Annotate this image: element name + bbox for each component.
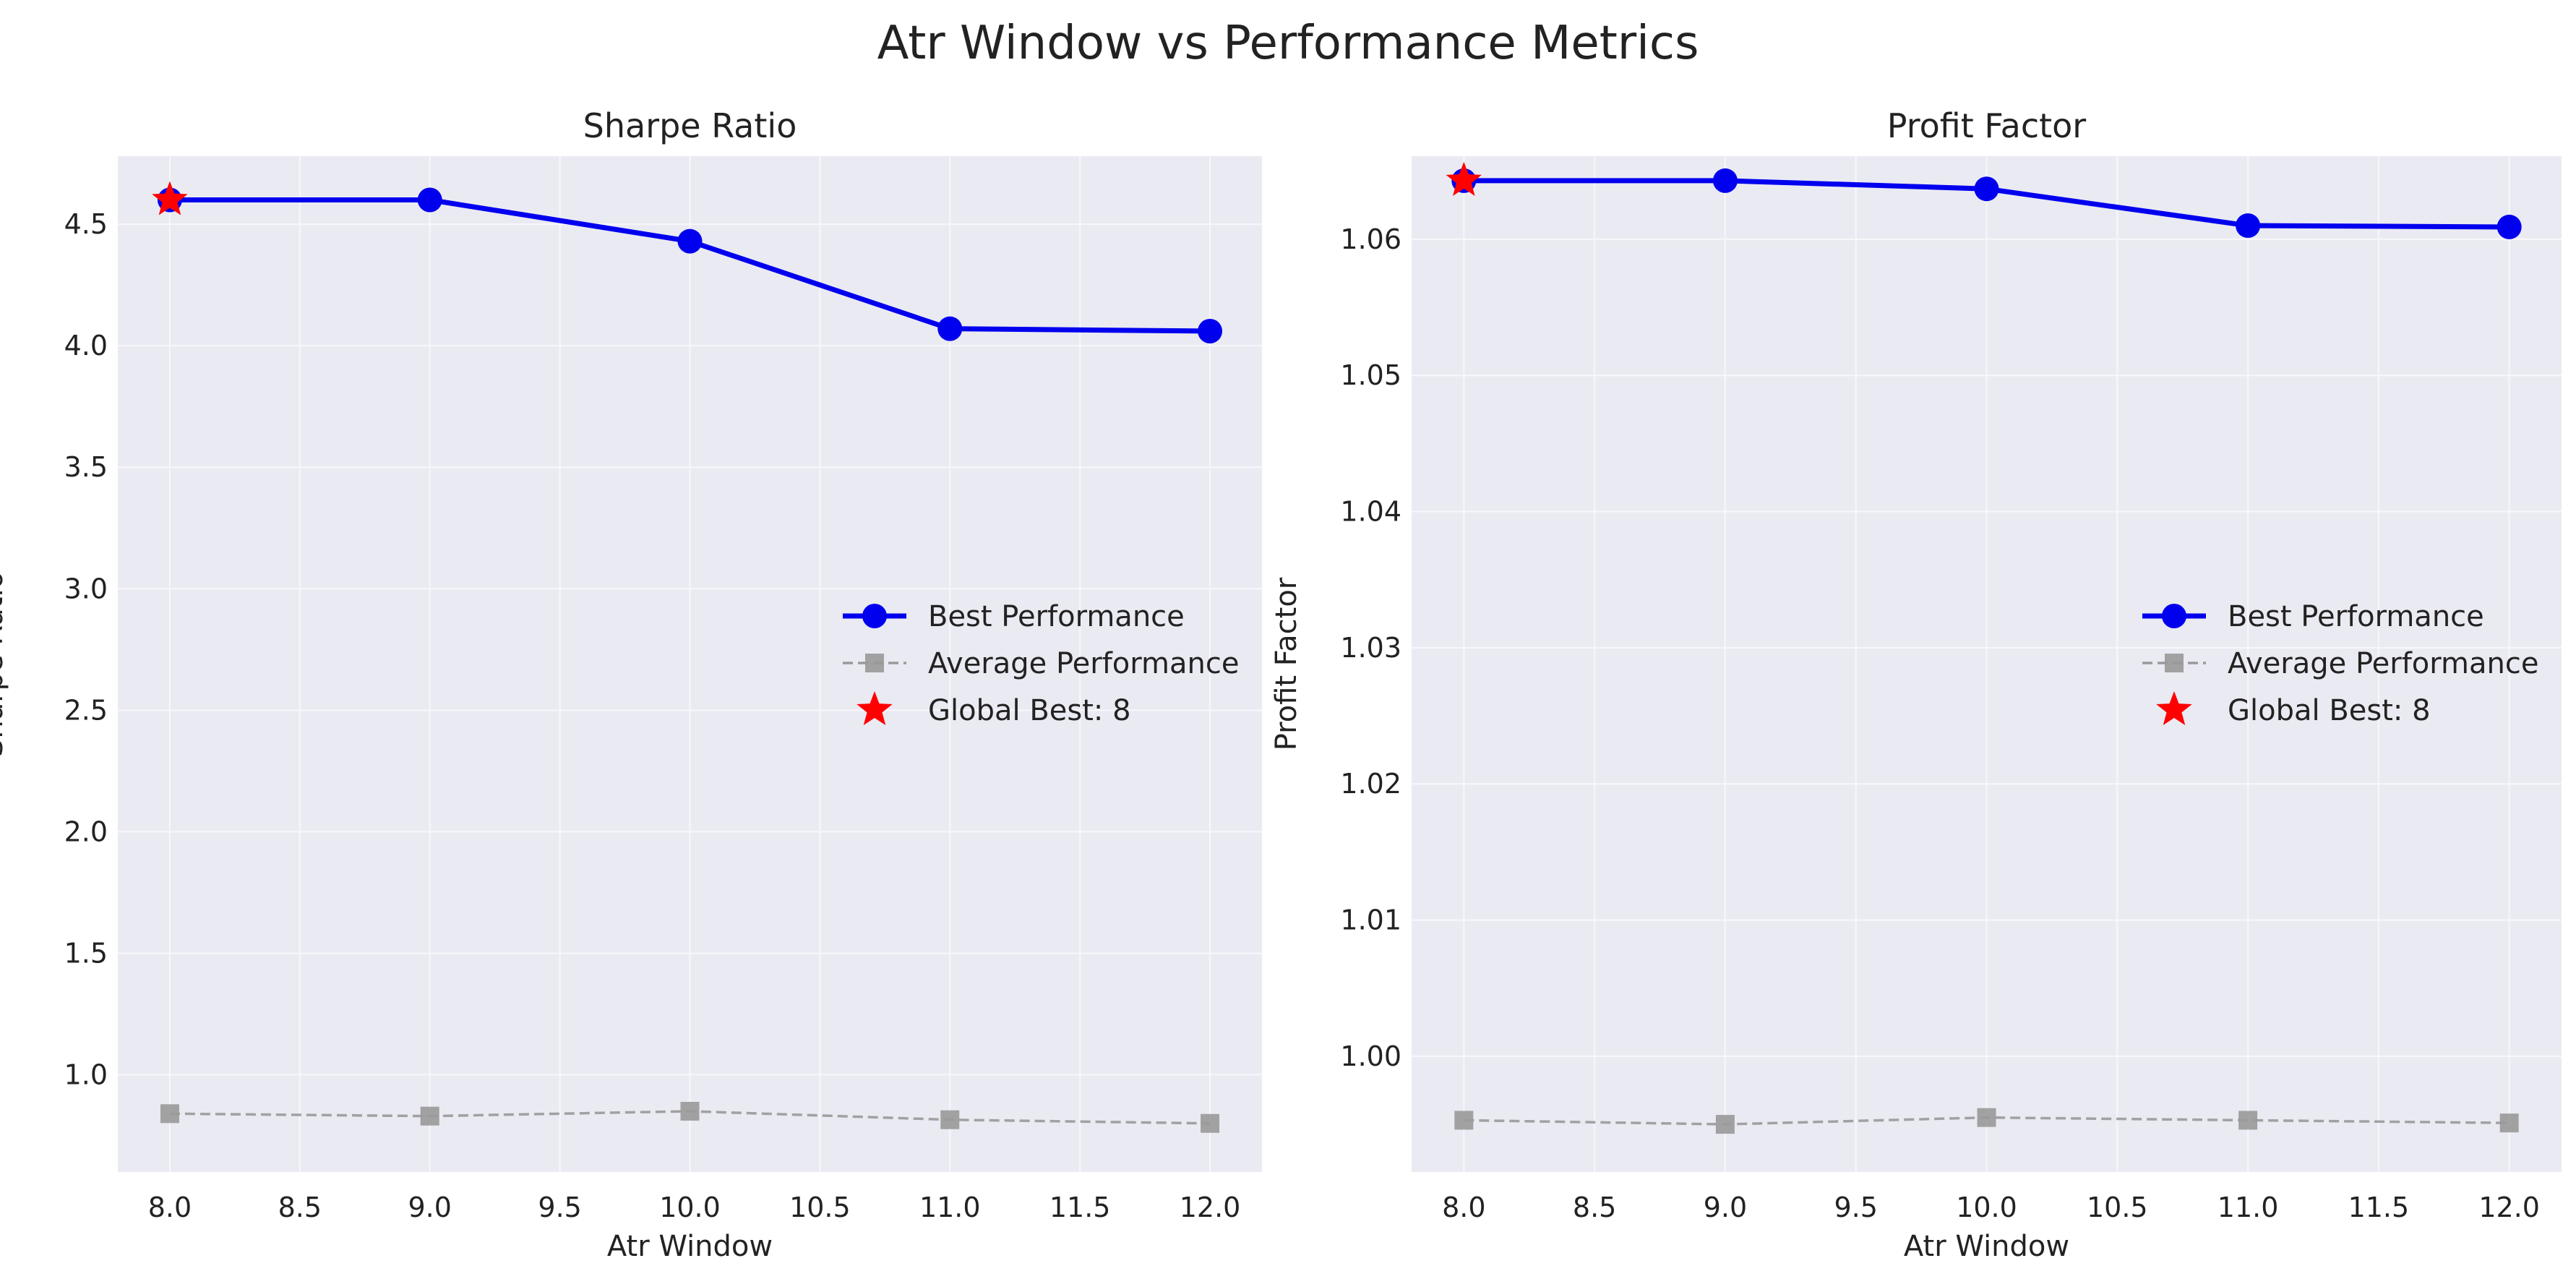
subplot-title: Profit Factor	[1887, 106, 2087, 145]
x-tick-label: 9.5	[538, 1192, 581, 1223]
legend-global-best-label: Global Best: 8	[928, 694, 1131, 727]
x-tick-label: 11.5	[2348, 1192, 2410, 1223]
best-series-point	[1198, 319, 1223, 344]
x-tick-label: 8.0	[1442, 1192, 1485, 1223]
x-tick-label: 12.0	[2478, 1192, 2540, 1223]
y-tick-label: 3.5	[64, 451, 108, 483]
y-tick-label: 1.01	[1340, 904, 1401, 936]
average-series-point	[1715, 1115, 1735, 1134]
y-tick-label: 1.05	[1340, 359, 1401, 391]
average-series-point	[1977, 1108, 1996, 1127]
x-tick-label: 9.0	[408, 1192, 452, 1223]
x-tick-label: 8.0	[148, 1192, 192, 1223]
x-tick-label: 8.5	[278, 1192, 322, 1223]
x-tick-label: 12.0	[1180, 1192, 1241, 1223]
y-axis-label: Sharpe Ratio	[0, 571, 9, 757]
x-tick-label: 11.0	[919, 1192, 981, 1223]
average-series-point	[940, 1110, 960, 1129]
legend-average-marker	[865, 654, 884, 672]
y-tick-label: 1.02	[1340, 768, 1401, 800]
best-series-point	[1974, 176, 1999, 202]
y-axis-label: Profit Factor	[1270, 577, 1303, 750]
legend-average-label: Average Performance	[2228, 647, 2538, 680]
best-series-point	[677, 228, 703, 254]
legend-best-label: Best Performance	[2228, 600, 2484, 633]
legend-average-label: Average Performance	[928, 647, 1239, 680]
y-tick-label: 1.06	[1340, 223, 1401, 255]
best-series-point	[2236, 213, 2261, 239]
legend: Best Performance Average Performance Globa…	[843, 600, 1239, 727]
y-tick-label: 1.0	[64, 1059, 108, 1091]
x-axis-label: Atr Window	[607, 1230, 773, 1263]
average-series-point	[1454, 1111, 1474, 1130]
legend-global-best-marker	[856, 691, 893, 726]
legend-best-marker	[862, 604, 887, 628]
y-tick-label: 3.0	[64, 573, 108, 604]
x-tick-label: 10.0	[1956, 1192, 2017, 1223]
legend-best-marker	[2162, 604, 2186, 628]
x-tick-label: 10.5	[2087, 1192, 2148, 1223]
x-tick-label: 9.5	[1834, 1192, 1877, 1223]
average-series-point	[1201, 1113, 1220, 1133]
subplot-title: Sharpe Ratio	[583, 106, 797, 145]
figure-title: Atr Window vs Performance Metrics	[877, 17, 1699, 70]
y-tick-label: 4.0	[64, 330, 108, 362]
legend-average-marker	[2165, 654, 2184, 672]
legend-global-best-marker	[2156, 691, 2192, 726]
legend: Best Performance Average Performance Globa…	[2142, 600, 2538, 727]
best-series-point	[937, 316, 963, 341]
x-tick-label: 10.0	[659, 1192, 721, 1223]
x-tick-label: 10.5	[789, 1192, 851, 1223]
best-series-point	[417, 187, 442, 213]
average-series-point	[2238, 1111, 2258, 1130]
average-series-point	[680, 1101, 700, 1121]
x-axis-label: Atr Window	[1904, 1230, 2069, 1263]
y-tick-label: 1.00	[1340, 1040, 1401, 1072]
y-tick-label: 1.04	[1340, 496, 1401, 528]
y-tick-label: 4.5	[64, 208, 108, 240]
global-best-star	[1446, 161, 1482, 196]
best-series-point	[2496, 214, 2522, 239]
average-series-point	[420, 1106, 439, 1126]
y-tick-label: 2.0	[64, 816, 108, 847]
best-series-point	[1712, 168, 1738, 193]
global-best-star	[152, 181, 188, 215]
subplot-1: 8.0 8.5 9.0 9.5 10.0 10.5 11.0 11.5 12.0 1.0 1.5 2.…	[0, 106, 1262, 1263]
legend-best-label: Best Performance	[928, 600, 1185, 633]
legend-global-best-label: Global Best: 8	[2228, 694, 2431, 727]
y-tick-label: 2.5	[64, 694, 108, 726]
x-tick-label: 9.0	[1704, 1192, 1747, 1223]
average-series-point	[160, 1104, 179, 1124]
y-tick-label: 1.03	[1340, 632, 1401, 664]
subplot-2: 8.0 8.5 9.0 9.5 10.0 10.5 11.0 11.5 12.0 1.00 1.01…	[1270, 106, 2562, 1263]
x-tick-label: 11.0	[2217, 1192, 2279, 1223]
x-tick-label: 8.5	[1573, 1192, 1616, 1223]
y-tick-label: 1.5	[64, 937, 108, 969]
x-tick-label: 11.5	[1049, 1192, 1111, 1223]
average-series-point	[2499, 1113, 2519, 1133]
